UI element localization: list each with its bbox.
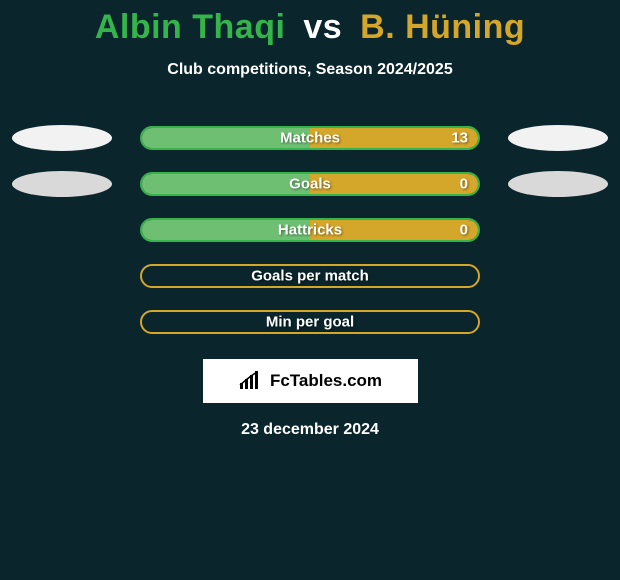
stat-row: Goals per match xyxy=(0,253,620,299)
right-marker-ellipse xyxy=(508,125,608,151)
stat-bar: Matches 13 xyxy=(140,126,480,150)
stat-label: Min per goal xyxy=(266,314,354,331)
stat-bar: Goals 0 xyxy=(140,172,480,196)
stat-row: Hattricks 0 xyxy=(0,207,620,253)
date-line: 23 december 2024 xyxy=(0,421,620,439)
stat-value-right: 0 xyxy=(460,176,468,193)
stats-block: Matches 13 Goals 0 Hattricks 0 Goals per match… xyxy=(0,115,620,345)
right-marker-ellipse xyxy=(508,171,608,197)
comparison-title: Albin Thaqi vs B. Hüning xyxy=(0,8,620,47)
bar-fill-right xyxy=(310,174,478,194)
logo-box: FcTables.com xyxy=(203,359,418,403)
stat-bar: Hattricks 0 xyxy=(140,218,480,242)
subtitle: Club competitions, Season 2024/2025 xyxy=(0,61,620,79)
infographic-container: Albin Thaqi vs B. Hüning Club competitio… xyxy=(0,0,620,439)
stat-row: Matches 13 xyxy=(0,115,620,161)
player2-name: B. Hüning xyxy=(360,8,525,46)
stat-value-right: 0 xyxy=(460,222,468,239)
bar-chart-icon xyxy=(238,371,264,391)
stat-label: Matches xyxy=(280,130,340,147)
stat-label: Goals per match xyxy=(251,268,369,285)
stat-row: Goals 0 xyxy=(0,161,620,207)
stat-bar: Min per goal xyxy=(140,310,480,334)
vs-label: vs xyxy=(303,8,342,46)
stat-bar: Goals per match xyxy=(140,264,480,288)
stat-value-right: 13 xyxy=(451,130,468,147)
stat-label: Hattricks xyxy=(278,222,342,239)
left-marker-ellipse xyxy=(12,171,112,197)
player1-name: Albin Thaqi xyxy=(95,8,286,46)
stat-label: Goals xyxy=(289,176,331,193)
logo-text: FcTables.com xyxy=(270,371,382,391)
bar-fill-left xyxy=(142,174,310,194)
left-marker-ellipse xyxy=(12,125,112,151)
stat-row: Min per goal xyxy=(0,299,620,345)
